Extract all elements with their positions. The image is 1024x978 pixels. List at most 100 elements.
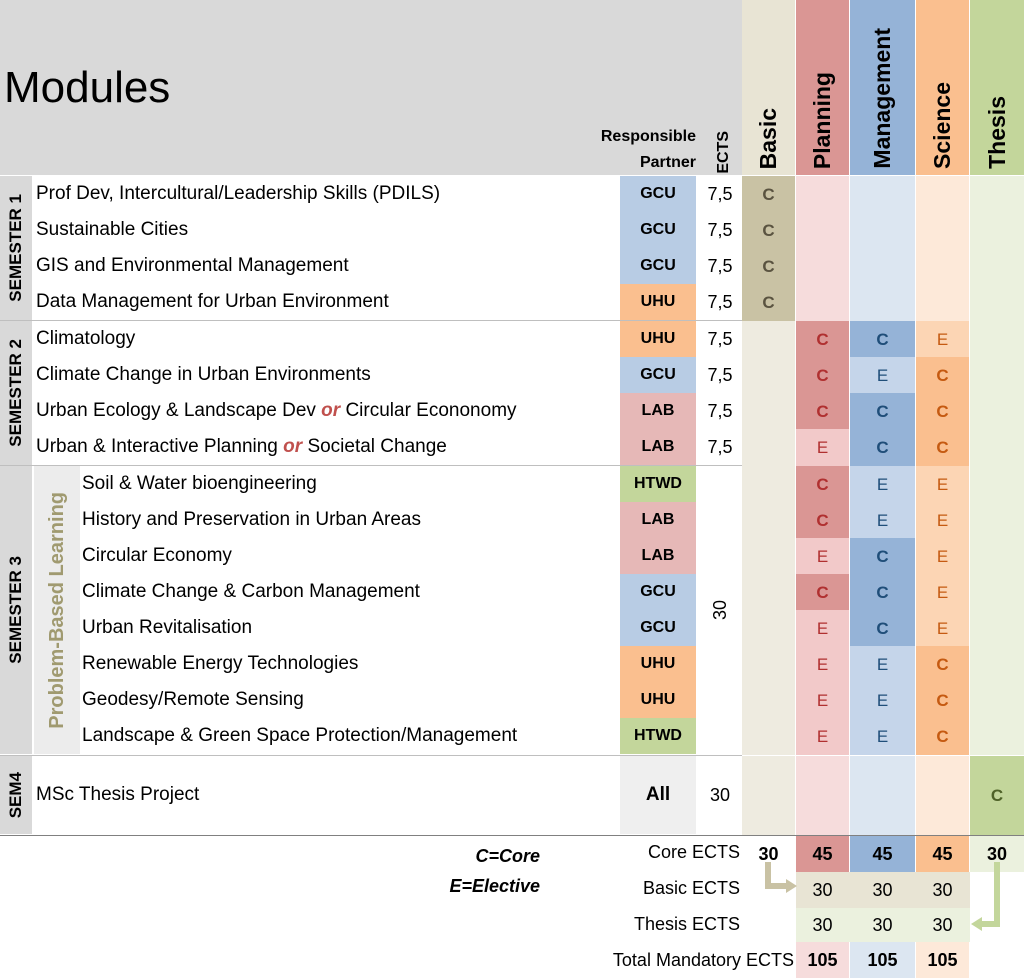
- level-cell-basic: [742, 429, 795, 466]
- module-name: History and Preservation in Urban Areas: [82, 509, 421, 530]
- basic-ects-label: Basic ECTS: [642, 878, 740, 898]
- ects-cell: 7,5: [707, 436, 733, 457]
- level-cell-management: E: [850, 357, 915, 394]
- ects-cell: 7,5: [707, 328, 733, 349]
- partner-cell: GCU: [620, 176, 696, 212]
- module-name: Renewable Energy Technologies: [82, 653, 359, 674]
- partner-cell: LAB: [620, 429, 696, 465]
- module-name: Sustainable Cities: [36, 219, 189, 240]
- core-ects-label: Core ECTS: [647, 842, 740, 862]
- level-cell-planning: E: [796, 646, 849, 683]
- level-cell-planning: C: [796, 393, 849, 430]
- level-cell-planning: E: [796, 718, 849, 755]
- level-cell-management: E: [850, 646, 915, 683]
- partner-cell: UHU: [620, 321, 696, 357]
- partner-cell: HTWD: [620, 718, 696, 754]
- level-cell-basic: C: [742, 212, 795, 249]
- level-cell-thesis: [970, 248, 1024, 285]
- level-cell-planning: C: [796, 321, 849, 358]
- level-cell-science: E: [916, 574, 969, 611]
- ects-cell: 7,5: [707, 255, 733, 276]
- level-cell-thesis: [970, 429, 1024, 466]
- legend-elective: E=Elective: [449, 876, 540, 896]
- semester-1-label: SEMESTER 1: [0, 176, 32, 320]
- level-cell-thesis: [970, 502, 1024, 539]
- level-cell-planning: E: [796, 429, 849, 466]
- level-cell-science: E: [916, 538, 969, 575]
- divider-line: [0, 320, 742, 321]
- level-cell-management: [850, 212, 915, 249]
- partner-cell: All: [620, 756, 696, 834]
- core-ects-value: 45: [850, 836, 915, 872]
- level-cell-basic: [742, 357, 795, 394]
- partner-cell: HTWD: [620, 466, 696, 502]
- level-cell-planning: C: [796, 502, 849, 539]
- semester-3-label: SEMESTER 3: [0, 466, 32, 754]
- level-cell-thesis: [970, 393, 1024, 430]
- level-cell-planning: C: [796, 466, 849, 503]
- level-cell-planning: E: [796, 610, 849, 647]
- level-cell-basic: C: [742, 284, 795, 321]
- module-name: Soil & Water bioengineering: [82, 473, 317, 494]
- level-cell-basic: [742, 718, 795, 755]
- level-cell-basic: [742, 610, 795, 647]
- column-header-planning: Planning: [796, 0, 849, 175]
- level-cell-thesis: [970, 176, 1024, 213]
- level-cell-science: [916, 176, 969, 213]
- level-cell-science: C: [916, 393, 969, 430]
- level-cell-management: E: [850, 502, 915, 539]
- level-cell-science: E: [916, 610, 969, 647]
- level-cell-science: C: [916, 357, 969, 394]
- column-header-management: Management: [850, 0, 915, 175]
- level-cell-basic: [742, 393, 795, 430]
- basic-ects-value: 30: [872, 879, 893, 900]
- ects-cell: 7,5: [707, 219, 733, 240]
- level-cell-thesis: [970, 682, 1024, 719]
- thesis-arrow: [982, 862, 1000, 927]
- column-header-science: Science: [916, 0, 969, 175]
- level-cell-science: E: [916, 466, 969, 503]
- problem-based-learning-label: Problem-Based Learning: [34, 466, 80, 754]
- level-cell-science: C: [916, 682, 969, 719]
- level-cell-basic: [742, 646, 795, 683]
- partner-cell: LAB: [620, 502, 696, 538]
- partner-cell: UHU: [620, 646, 696, 682]
- module-name: Geodesy/Remote Sensing: [82, 689, 304, 710]
- ects-cell: 7,5: [707, 183, 733, 204]
- level-cell-science: [916, 212, 969, 249]
- total-ects-value: 105: [916, 942, 969, 978]
- level-cell-basic: C: [742, 176, 795, 213]
- level-cell-planning: E: [796, 538, 849, 575]
- level-cell-basic: [742, 538, 795, 575]
- page-title: Modules: [4, 63, 171, 112]
- module-name: Landscape & Green Space Protection/Manag…: [82, 725, 518, 746]
- level-cell-basic: [742, 756, 795, 835]
- module-name: Urban Revitalisation: [82, 617, 253, 638]
- level-cell-management: C: [850, 538, 915, 575]
- total-ects-value: 105: [796, 942, 849, 978]
- level-cell-management: [850, 248, 915, 285]
- module-name: Climatology: [36, 328, 136, 349]
- level-cell-management: E: [850, 718, 915, 755]
- level-cell-science: C: [916, 429, 969, 466]
- level-cell-basic: [742, 321, 795, 358]
- level-cell-science: C: [916, 646, 969, 683]
- level-cell-management: C: [850, 429, 915, 466]
- basic-arrowhead: [786, 879, 797, 893]
- semester-4-label: SEM4: [0, 756, 32, 834]
- level-cell-planning: [796, 284, 849, 321]
- level-cell-management: E: [850, 682, 915, 719]
- level-cell-basic: [742, 466, 795, 503]
- partner-cell: UHU: [620, 682, 696, 718]
- module-name: MSc Thesis Project: [36, 784, 200, 805]
- module-name: GIS and Environmental Management: [36, 255, 349, 276]
- level-cell-thesis: [970, 321, 1024, 358]
- level-cell-management: [850, 284, 915, 321]
- level-cell-management: [850, 176, 915, 213]
- level-cell-planning: E: [796, 682, 849, 719]
- level-cell-science: [916, 756, 969, 835]
- level-cell-science: E: [916, 502, 969, 539]
- responsible-partner-header: Responsible Partner: [600, 128, 696, 171]
- thesis-ects-label: Thesis ECTS: [633, 914, 740, 934]
